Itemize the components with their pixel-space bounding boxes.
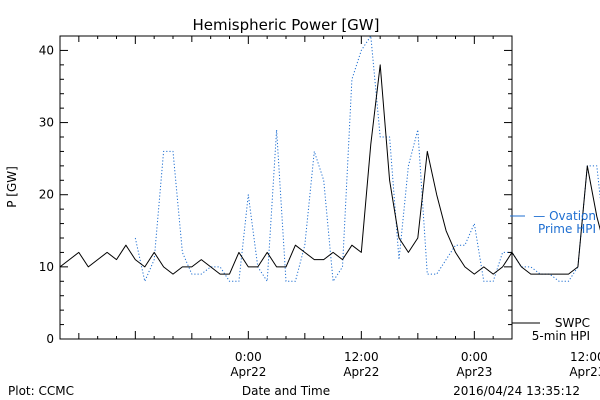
- y-axis-label: P [GW]: [5, 166, 19, 208]
- plot-timestamp: 2016/04/24 13:35:12: [453, 384, 580, 398]
- ovation-series-line: [134, 35, 600, 282]
- x-tick-label-date: Apr22: [230, 365, 266, 379]
- x-tick-label-time: 12:00: [344, 350, 379, 364]
- legend-swpc-line2: 5-min HPI: [532, 329, 590, 343]
- plot-credit: Plot: CCMC: [8, 384, 74, 398]
- y-tick-label: 30: [39, 116, 54, 130]
- plot-frame: [59, 35, 513, 340]
- legend-ovation-line2: Prime HPI: [538, 222, 596, 236]
- legend-ovation-line1: — Ovation: [533, 209, 596, 223]
- legend-swpc-line1: SWPC: [555, 316, 590, 330]
- ticks-layer: 0102030400:00Apr2212:00Apr220:00Apr2312:…: [39, 36, 600, 379]
- x-tick-label-time: 0:00: [235, 350, 262, 364]
- y-tick-label: 0: [46, 332, 54, 346]
- x-tick-label-date: Apr23: [569, 365, 600, 379]
- series-layer: [59, 35, 600, 282]
- x-axis-label: Date and Time: [242, 384, 330, 398]
- y-tick-label: 20: [39, 188, 54, 202]
- x-tick-label-date: Apr22: [343, 365, 379, 379]
- y-tick-label: 40: [39, 43, 54, 57]
- y-tick-label: 10: [39, 260, 54, 274]
- chart-title: Hemispheric Power [GW]: [193, 16, 380, 34]
- axes-layer: [59, 35, 513, 340]
- x-tick-label-time: 0:00: [461, 350, 488, 364]
- swpc-series-line: [59, 64, 600, 275]
- x-tick-label-time: 12:00: [570, 350, 600, 364]
- x-tick-label-date: Apr23: [456, 365, 492, 379]
